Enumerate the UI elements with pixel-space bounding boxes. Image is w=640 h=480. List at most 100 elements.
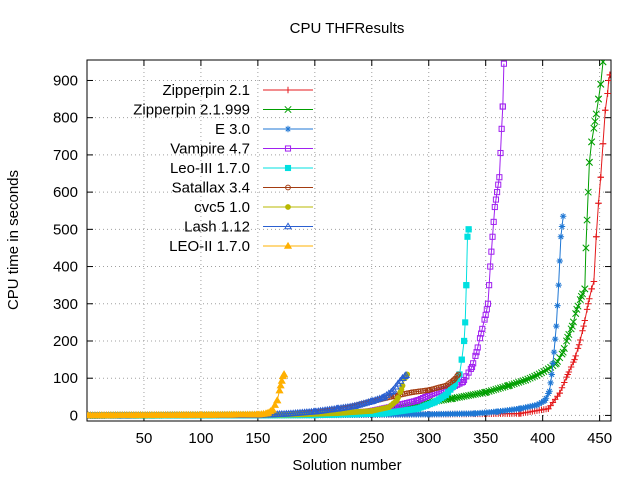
point-marker: [362, 398, 371, 406]
point-marker: [279, 370, 289, 378]
point-marker: [528, 373, 536, 381]
point-marker: [482, 311, 489, 318]
point-marker: [500, 60, 507, 67]
point-marker: [564, 371, 571, 378]
point-marker: [547, 379, 554, 387]
legend-label: Vampire 4.7: [170, 141, 250, 158]
point-marker: [355, 400, 364, 408]
y-tick-label: 500: [53, 221, 78, 238]
point-marker: [577, 336, 584, 344]
legend-item-7: Lash 1.12: [184, 219, 313, 236]
point-marker: [550, 348, 558, 356]
x-tick-label: 450: [587, 430, 612, 447]
point-marker: [581, 285, 589, 293]
point-marker: [582, 244, 590, 252]
y-tick-label: 100: [53, 370, 78, 387]
point-marker: [414, 397, 421, 404]
point-marker: [273, 396, 282, 404]
point-marker: [533, 401, 541, 409]
point-marker: [592, 110, 600, 118]
point-marker: [506, 381, 514, 389]
point-marker: [493, 408, 501, 415]
point-marker: [554, 302, 561, 309]
point-marker: [489, 233, 496, 240]
point-marker: [450, 377, 457, 383]
point-marker: [494, 385, 502, 393]
point-marker: [284, 145, 292, 152]
point-marker: [481, 389, 489, 397]
point-marker: [401, 371, 411, 378]
x-tick-label: 400: [530, 430, 555, 447]
y-tick-label: 0: [70, 407, 78, 424]
point-marker: [592, 233, 600, 240]
point-marker: [512, 379, 521, 387]
point-marker: [495, 181, 502, 188]
x-tick-label: 300: [416, 430, 441, 447]
point-marker: [492, 385, 500, 393]
point-marker: [585, 158, 593, 166]
point-marker: [459, 378, 466, 385]
point-marker: [283, 241, 293, 249]
legend-label: cvc5 1.0: [194, 199, 250, 216]
point-marker: [556, 389, 563, 397]
point-marker: [431, 399, 438, 406]
point-marker: [503, 382, 511, 390]
point-marker: [588, 285, 595, 293]
point-marker: [540, 367, 548, 375]
x-tick-label: 150: [245, 430, 270, 447]
point-marker: [551, 335, 559, 343]
point-marker: [464, 233, 471, 240]
point-marker: [440, 383, 447, 390]
point-marker: [510, 380, 518, 388]
point-marker: [519, 377, 527, 385]
point-marker: [473, 349, 480, 356]
point-marker: [499, 103, 506, 110]
y-tick-label: 300: [53, 296, 78, 313]
point-marker: [488, 248, 495, 255]
legend-label: Zipperpin 2.1: [162, 82, 250, 99]
point-marker: [425, 387, 432, 394]
legend-item-4: Leo-III 1.7.0: [170, 160, 313, 177]
point-marker: [553, 322, 560, 330]
y-tick-label: 800: [53, 110, 78, 127]
point-marker: [542, 395, 550, 402]
legend-item-3: Vampire 4.7: [170, 141, 313, 158]
point-marker: [590, 278, 598, 285]
point-marker: [531, 372, 539, 380]
series-8: [87, 370, 289, 419]
point-marker: [460, 337, 468, 345]
point-marker: [388, 387, 397, 394]
point-marker: [504, 382, 513, 390]
point-marker: [414, 405, 421, 412]
point-marker: [310, 407, 319, 415]
axes: 50 100 150 200 250 300 350 400 450 0 100 200 300 400 5…: [53, 59, 612, 447]
series-group: [87, 60, 611, 419]
point-marker: [490, 386, 498, 394]
y-tick-label: 400: [53, 259, 78, 276]
point-marker: [275, 386, 284, 394]
point-marker: [571, 356, 578, 363]
point-marker: [559, 213, 567, 220]
point-marker: [522, 376, 530, 384]
point-marker: [408, 389, 415, 396]
point-marker: [333, 404, 342, 412]
point-marker: [574, 345, 582, 352]
point-marker: [597, 174, 604, 181]
point-marker: [277, 376, 286, 384]
point-marker: [599, 60, 607, 66]
point-marker: [253, 410, 262, 418]
point-marker: [584, 188, 592, 196]
point-marker: [585, 300, 592, 307]
plot-frame: [86, 59, 612, 422]
point-marker: [499, 383, 507, 391]
point-marker: [284, 105, 292, 114]
point-marker: [487, 263, 494, 270]
point-marker: [472, 352, 479, 359]
point-marker: [575, 341, 583, 348]
point-marker: [586, 295, 593, 303]
legend-item-0: Zipperpin 2.1: [162, 82, 313, 99]
point-marker: [604, 90, 611, 97]
point-marker: [558, 223, 566, 230]
point-marker: [583, 216, 591, 224]
legend-label: LEO-II 1.7.0: [169, 238, 250, 255]
